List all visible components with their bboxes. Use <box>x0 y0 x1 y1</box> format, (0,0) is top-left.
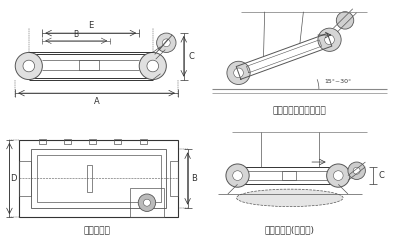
Circle shape <box>15 52 42 80</box>
Text: D: D <box>10 174 16 183</box>
Circle shape <box>233 171 242 180</box>
Circle shape <box>348 162 365 179</box>
Bar <box>140 139 146 144</box>
Bar <box>79 60 98 70</box>
Circle shape <box>138 194 156 212</box>
Bar <box>39 139 46 144</box>
Circle shape <box>144 199 150 206</box>
Circle shape <box>227 61 250 85</box>
Text: 15°~30°: 15°~30° <box>325 79 352 84</box>
Bar <box>282 171 296 180</box>
Text: C: C <box>379 171 385 180</box>
Circle shape <box>162 39 170 47</box>
Ellipse shape <box>236 189 343 206</box>
Bar <box>31 149 166 207</box>
Bar <box>19 161 31 196</box>
Circle shape <box>336 12 354 29</box>
Bar <box>114 139 121 144</box>
Text: C: C <box>189 52 194 61</box>
Bar <box>87 165 92 192</box>
Circle shape <box>234 68 243 78</box>
Bar <box>64 139 71 144</box>
Bar <box>247 171 328 180</box>
Bar <box>238 167 338 184</box>
Text: 安装示意图(水平式): 安装示意图(水平式) <box>265 225 315 234</box>
Circle shape <box>226 164 249 187</box>
Text: 外形尺寸图: 外形尺寸图 <box>83 226 110 235</box>
Bar <box>19 140 178 217</box>
Text: 安装示意图（倾斜式）: 安装示意图（倾斜式） <box>273 106 326 115</box>
Bar <box>130 188 164 217</box>
Circle shape <box>139 52 166 80</box>
Bar <box>29 54 153 78</box>
Circle shape <box>318 28 341 51</box>
Circle shape <box>353 167 360 174</box>
Bar <box>89 139 96 144</box>
Bar <box>170 161 178 196</box>
Circle shape <box>23 60 35 72</box>
Text: E: E <box>88 21 94 30</box>
Bar <box>36 155 160 202</box>
Text: B: B <box>192 174 197 183</box>
Circle shape <box>147 60 158 72</box>
Circle shape <box>157 33 176 52</box>
Circle shape <box>334 171 343 180</box>
Text: A: A <box>94 97 100 106</box>
Text: B: B <box>74 30 79 39</box>
Circle shape <box>325 35 334 45</box>
Circle shape <box>327 164 350 187</box>
